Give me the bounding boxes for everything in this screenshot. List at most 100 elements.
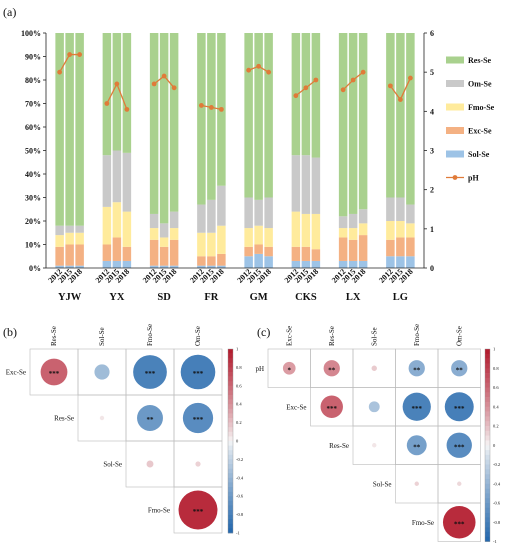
bar-segment-sol-se <box>396 256 405 268</box>
ph-point <box>208 105 214 110</box>
row-label: Fmo-Se <box>148 507 170 515</box>
colorbar-segment <box>485 363 490 369</box>
significance-stars: *** <box>193 508 204 516</box>
significance-stars: *** <box>327 405 338 413</box>
colorbar-segment <box>228 491 233 497</box>
bar-segment-om-se <box>197 204 206 233</box>
bar-segment-sol-se <box>55 265 64 268</box>
group-label: GM <box>250 292 268 303</box>
colorbar-segment <box>228 413 233 419</box>
group-label: FR <box>204 292 218 303</box>
group-label: LX <box>346 292 361 303</box>
correlation-circle <box>371 365 377 371</box>
bar-segment-exc-se <box>264 246 273 257</box>
colorbar-segment <box>485 440 490 446</box>
correlation-circle <box>323 360 340 377</box>
bar-segment-sol-se <box>65 265 74 268</box>
colorbar-segment <box>485 416 490 422</box>
bar-segment-res-se <box>338 33 348 217</box>
bar-segment-fmo-se <box>65 232 74 245</box>
bar-segment-om-se <box>65 225 74 233</box>
colorbar-segment <box>228 500 233 506</box>
y-tick-label-right: 5 <box>430 68 434 77</box>
colorbar-segment <box>228 376 233 382</box>
legend-swatch <box>446 127 464 134</box>
row-label: Fmo-Se <box>412 519 434 527</box>
significance-stars: *** <box>454 405 465 413</box>
colorbar-segment <box>485 478 490 485</box>
column-label: Sol-Se <box>98 327 106 346</box>
colorbar-segment <box>485 498 490 504</box>
bar-segment-res-se <box>102 33 112 156</box>
bar-segment-fmo-se <box>159 237 169 247</box>
ph-point <box>67 52 73 57</box>
significance-stars: ** <box>147 416 155 424</box>
colorbar-segment <box>228 418 233 423</box>
y-tick-label-right: 6 <box>430 29 434 38</box>
bar-segment-fmo-se <box>254 225 263 245</box>
colorbar-tick-label: 1 <box>236 347 238 352</box>
colorbar-segment <box>228 404 233 410</box>
bar-layer <box>55 33 415 268</box>
bar-segment-om-se <box>386 197 395 221</box>
bar-segment-sol-se <box>244 256 253 268</box>
colorbar-segment <box>485 474 490 480</box>
group-label: SD <box>157 292 171 303</box>
colorbar-segment <box>485 421 490 427</box>
bar-segment-sol-se <box>122 260 132 268</box>
bar-segment-fmo-se <box>55 235 64 247</box>
bar-segment-om-se <box>207 199 216 233</box>
bar-segment-res-se <box>169 33 179 212</box>
correlation-circle <box>180 354 216 390</box>
colorbar-segment <box>485 493 490 499</box>
colorbar-segment <box>485 373 490 379</box>
colorbar-tick-label: -0.8 <box>493 520 501 525</box>
bar-segment-exc-se <box>311 249 321 261</box>
correlation-circle <box>137 405 163 431</box>
colorbar-segment <box>485 450 490 456</box>
colorbar-segment <box>228 349 233 354</box>
y-tick-label-right: 1 <box>430 225 434 234</box>
colorbar-segment <box>228 477 233 483</box>
correlation-circle <box>414 481 419 486</box>
colorbar-segment <box>228 468 233 474</box>
ph-point <box>161 73 167 79</box>
bar-segment-exc-se <box>207 256 216 266</box>
bar-segment-res-se <box>112 33 122 151</box>
colorbar-segment <box>228 445 233 451</box>
bar-segment-sol-se <box>217 265 226 268</box>
group-label: LG <box>393 292 408 303</box>
colorbar-segment <box>485 397 490 403</box>
colorbar-segment <box>485 426 490 432</box>
colorbar-segment <box>485 387 490 393</box>
ph-point <box>397 97 403 102</box>
bar-segment-res-se <box>301 33 311 156</box>
ph-point <box>151 81 157 87</box>
colorbar-segment <box>228 454 233 460</box>
colorbar-segment <box>228 505 233 511</box>
y-tick-label-left: 80% <box>25 76 41 85</box>
bar-segment-sol-se <box>338 260 348 268</box>
colorbar-segment <box>228 482 233 488</box>
colorbar-tick-label: -0.6 <box>236 494 244 499</box>
matrix-cell <box>173 486 223 534</box>
ph-line-layer <box>57 52 413 112</box>
colorbar-segment <box>228 510 233 515</box>
significance-stars: ** <box>413 366 421 374</box>
bar-segment-sol-se <box>197 265 206 268</box>
colorbar-segment <box>228 390 233 396</box>
correlation-circle <box>195 461 201 467</box>
bar-segment-exc-se <box>149 239 159 266</box>
colorbar-frame <box>484 348 491 542</box>
colorbar-segment <box>485 503 490 509</box>
colorbar-segment <box>485 517 490 523</box>
colorbar-segment <box>228 496 233 502</box>
panel-a-stacked-bar-chart: (a) 0% 10% 20% 30% 40% 50% 60% 70% 80% 90% 100% 0 1 2… <box>3 5 495 303</box>
bar-segment-res-se <box>75 33 84 226</box>
bar-segment-sol-se <box>159 265 169 268</box>
legend-swatch <box>446 56 464 64</box>
correlation-circle <box>408 360 425 377</box>
bar-segment-om-se <box>169 211 179 229</box>
